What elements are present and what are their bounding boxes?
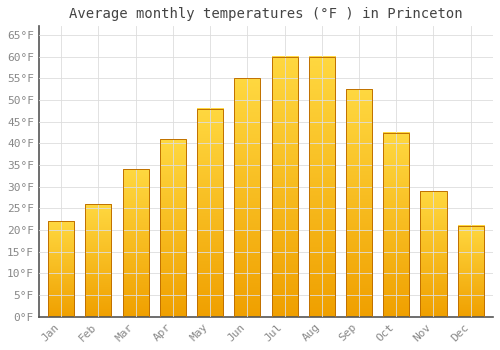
Bar [420,191,446,317]
Bar [197,108,223,317]
Bar [160,139,186,317]
Bar [234,78,260,317]
Bar [272,57,297,317]
Bar [48,222,74,317]
Title: Average monthly temperatures (°F ) in Princeton: Average monthly temperatures (°F ) in Pr… [69,7,462,21]
Bar [346,89,372,317]
Bar [458,226,483,317]
Bar [308,57,335,317]
Bar [383,133,409,317]
Bar [86,204,112,317]
Bar [122,169,148,317]
